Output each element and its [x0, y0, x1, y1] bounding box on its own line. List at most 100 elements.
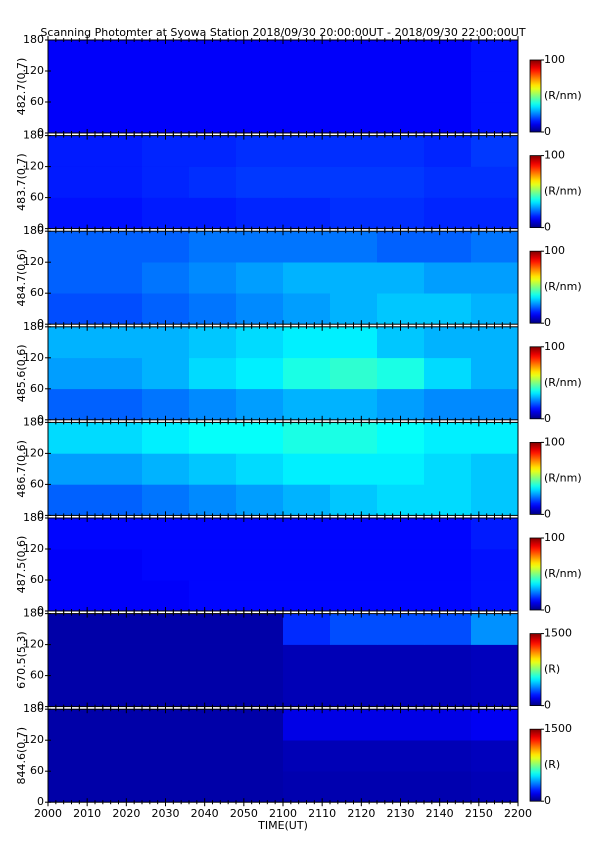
heatmap-cell [424, 484, 472, 516]
heatmap-cell [330, 388, 378, 421]
heatmap-cell [424, 293, 472, 325]
y-tick-label: 60 [30, 764, 44, 777]
heatmap-cell [236, 740, 284, 772]
heatmap-cell [142, 709, 190, 741]
heatmap-cell [283, 580, 331, 612]
heatmap-cell [424, 740, 472, 772]
heatmap-cell [377, 675, 425, 707]
colorbar-label: (R/nm) [544, 471, 582, 484]
heatmap-cell [189, 197, 237, 229]
heatmap-cell [377, 580, 425, 612]
heatmap-cell [142, 644, 190, 676]
heatmap-cell [377, 518, 425, 550]
heatmap-cell [236, 613, 284, 645]
heatmap-cell [471, 518, 519, 550]
x-axis-label: TIME(UT) [257, 819, 308, 832]
y-tick-label: 60 [30, 573, 44, 586]
y-axis-label: 485.6(0.6) [15, 345, 28, 403]
y-axis-label: 670.5(5.3) [15, 631, 28, 689]
heatmap-cell [48, 102, 96, 134]
heatmap-cell [424, 644, 472, 676]
colorbar [529, 250, 542, 324]
heatmap-cell [142, 771, 190, 803]
heatmap-cell [142, 135, 190, 167]
heatmap-cell [377, 197, 425, 229]
x-tick-label: 2000 [34, 807, 62, 820]
heatmap-cell [283, 40, 331, 72]
heatmap-cell [48, 771, 96, 803]
heatmap-cell [330, 231, 378, 263]
colorbar-label: (R/nm) [544, 280, 582, 293]
heatmap-cell [48, 293, 96, 325]
heatmap-cell [236, 357, 284, 390]
heatmap-cell [236, 675, 284, 707]
heatmap-cell [330, 771, 378, 803]
heatmap-cell [189, 549, 237, 581]
x-tick-label: 2010 [73, 807, 101, 820]
y-tick-label: 60 [30, 669, 44, 682]
heatmap-cell [189, 709, 237, 741]
heatmap-cell [48, 262, 96, 294]
heatmap-cell [471, 644, 519, 676]
y-tick-label: 180 [23, 224, 44, 237]
y-tick-label: 0 [37, 126, 44, 139]
heatmap-cell [330, 422, 378, 454]
y-axis-label: 484.7(0.6) [15, 249, 28, 307]
heatmap-cell [330, 518, 378, 550]
colorbar-label: (R/nm) [544, 89, 582, 102]
heatmap-cell [424, 197, 472, 229]
heatmap-cell [236, 709, 284, 741]
colorbar-label: (R/nm) [544, 185, 582, 198]
heatmap-cell [471, 709, 519, 741]
heatmap-cell [48, 675, 96, 707]
heatmap-cell [283, 388, 331, 421]
heatmap-cell [142, 740, 190, 772]
heatmap-cell [377, 388, 425, 421]
heatmap-cell [95, 580, 143, 612]
heatmap-cell [377, 549, 425, 581]
x-tick-label: 2150 [465, 807, 493, 820]
colorbar [529, 155, 542, 229]
colorbar-tick-label: 0 [544, 316, 551, 329]
heatmap-cell [424, 549, 472, 581]
y-tick-label: 60 [30, 477, 44, 490]
heatmap-cell [377, 644, 425, 676]
heatmap-cell [424, 388, 472, 421]
y-tick-label: 0 [37, 508, 44, 521]
heatmap-cell [471, 675, 519, 707]
heatmap-cell [424, 102, 472, 134]
heatmap-cell [48, 549, 96, 581]
heatmap-cell [95, 422, 143, 454]
colorbar-tick-label: 100 [544, 244, 565, 257]
heatmap-cell [142, 326, 190, 359]
y-tick-label: 120 [23, 160, 44, 173]
y-tick-label: 60 [30, 286, 44, 299]
heatmap-cell [48, 484, 96, 516]
heatmap-cell [424, 580, 472, 612]
heatmap-cell [95, 453, 143, 485]
heatmap-cell [330, 453, 378, 485]
heatmap-cell [236, 231, 284, 263]
heatmap-cell [330, 357, 378, 390]
heatmap-cell [471, 549, 519, 581]
heatmap-cell [95, 293, 143, 325]
heatmap-cell [377, 293, 425, 325]
heatmap-cell [189, 262, 237, 294]
heatmap-cell [330, 326, 378, 359]
heatmap-cell [189, 357, 237, 390]
heatmap-cell [189, 71, 237, 103]
heatmap-cell [330, 644, 378, 676]
heatmap-cell [189, 388, 237, 421]
heatmap-cell [95, 549, 143, 581]
heatmap-cell [236, 549, 284, 581]
heatmap-cell [48, 231, 96, 263]
heatmap-cell [471, 40, 519, 72]
heatmap-cell [424, 166, 472, 198]
heatmap-cell [95, 262, 143, 294]
heatmap-cell [283, 135, 331, 167]
heatmap-cell [283, 484, 331, 516]
heatmap-cell [424, 422, 472, 454]
heatmap-cell [95, 709, 143, 741]
x-tick-label: 2040 [191, 807, 219, 820]
